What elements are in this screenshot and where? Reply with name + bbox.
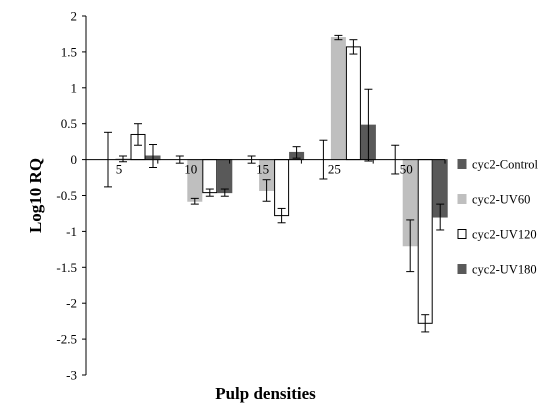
bar: [330, 37, 346, 161]
y-tick-label: 2: [71, 9, 78, 24]
legend-label: cyc2-UV180: [472, 263, 537, 277]
legend-label: cyc2-UV120: [472, 228, 537, 242]
y-tick-label: -2: [66, 296, 77, 311]
legend-swatch: [457, 159, 467, 169]
bar: [202, 159, 218, 194]
y-tick-label: 0: [71, 152, 78, 167]
x-axis-title: Pulp densities: [215, 384, 316, 403]
legend-label: cyc2-Control: [472, 158, 538, 172]
y-tick-label: -3: [66, 368, 77, 383]
legend-swatch: [457, 229, 467, 239]
y-tick-label: -1: [66, 224, 77, 239]
y-axis-title: Log10 RQ: [26, 158, 45, 233]
legend-swatch: [457, 264, 467, 274]
bar: [417, 159, 433, 324]
y-tick-label: 1: [71, 80, 78, 95]
x-tick-label: 15: [256, 162, 269, 177]
plot-area: [82, 15, 448, 376]
y-tick-label: 1.5: [61, 44, 77, 59]
x-tick-label: 10: [184, 162, 197, 177]
x-tick-label: 50: [400, 162, 413, 177]
legend: cyc2-Control cyc2-UV60 cyc2-UV120 cyc2-UV18…: [457, 158, 538, 277]
x-tick-label: 25: [328, 162, 341, 177]
bar: [217, 159, 233, 194]
y-tick-label: -0.5: [56, 188, 77, 203]
y-tick-label: 0.5: [61, 116, 77, 131]
legend-swatch: [457, 194, 467, 204]
y-tick-label: -1.5: [56, 260, 77, 275]
bar: [274, 159, 290, 217]
legend-label: cyc2-UV60: [472, 193, 530, 207]
bar: [345, 46, 361, 161]
axis-labels: 2 1.5 1 0.5 0 -0.5 -1 -1.5 -2 -2.5 -3 5 10 15 25 50 Log1…: [26, 9, 413, 404]
x-tick-label: 5: [116, 162, 123, 177]
y-tick-label: -2.5: [56, 332, 77, 347]
